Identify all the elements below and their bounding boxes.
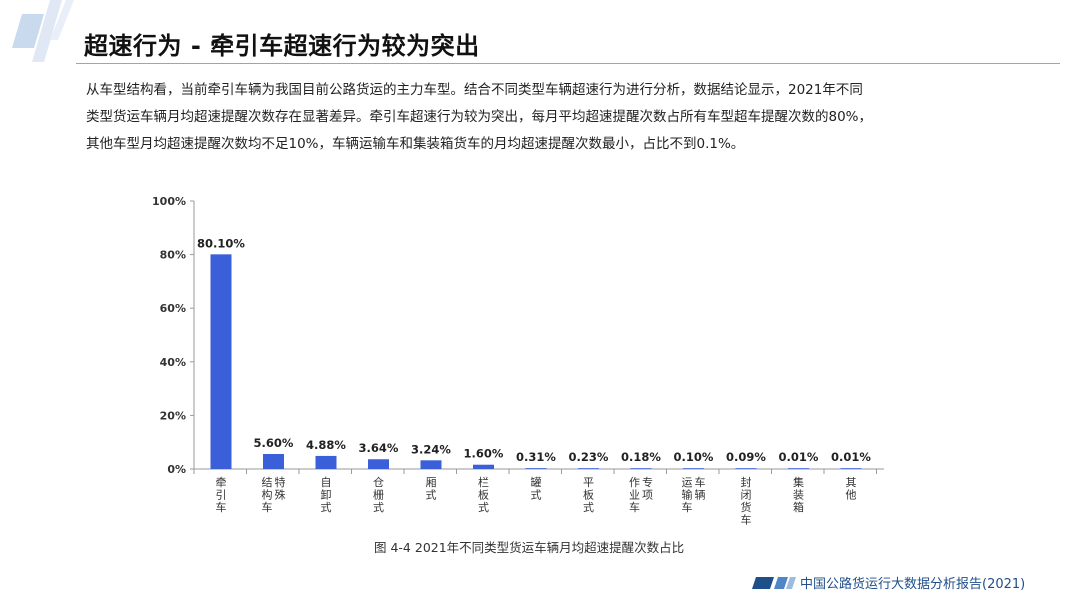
x-category-label: 集装箱 bbox=[793, 475, 804, 514]
bar bbox=[735, 468, 757, 469]
bar bbox=[368, 459, 389, 469]
page-title: 超速行为 - 牵引车超速行为较为突出 bbox=[84, 32, 480, 60]
y-tick-label: 20% bbox=[160, 409, 186, 422]
y-tick-label: 0% bbox=[167, 463, 186, 476]
bar bbox=[525, 468, 547, 469]
bar-value-label: 0.23% bbox=[569, 450, 609, 464]
x-category-label: 自卸式 bbox=[321, 476, 332, 514]
bar-value-label: 1.60% bbox=[464, 447, 504, 461]
bar bbox=[315, 455, 337, 469]
footer-report-title: 中国公路货运行大数据分析报告(2021) bbox=[800, 577, 1026, 592]
bar-value-label: 0.09% bbox=[726, 450, 766, 464]
summary-line-2: 类型货运车辆月均超速提醒次数存在显著差异。牵引车超速行为较为突出，每月平均超速提… bbox=[86, 109, 873, 125]
x-category-label: 专项 bbox=[642, 475, 653, 502]
bar bbox=[473, 464, 494, 469]
y-tick-label: 60% bbox=[160, 302, 186, 315]
bar-value-label: 0.10% bbox=[674, 450, 714, 464]
bar bbox=[578, 468, 599, 469]
bar-value-label: 0.01% bbox=[831, 450, 871, 464]
bar bbox=[630, 468, 652, 469]
summary-line-1: 从车型结构看，当前牵引车辆为我国目前公路货运的主力车型。结合不同类型车辆超速行为… bbox=[86, 82, 863, 98]
bar bbox=[210, 254, 232, 469]
summary-line-3: 其他车型月均超速提醒次数均不足10%，车辆运输车和集装箱货车的月均超速提醒次数最… bbox=[86, 136, 745, 152]
bar bbox=[840, 468, 862, 469]
y-tick-label: 100% bbox=[152, 195, 186, 208]
x-category-label: 作业车 bbox=[629, 476, 640, 514]
bar bbox=[788, 468, 809, 469]
footer-logo-mark bbox=[752, 577, 796, 589]
x-category-label: 栏板式 bbox=[478, 475, 489, 514]
figure-caption: 图 4-4 2021年不同类型货运车辆月均超速提醒次数占比 bbox=[374, 540, 685, 555]
bar-value-label: 3.64% bbox=[359, 441, 399, 455]
x-category-label: 平板式 bbox=[583, 476, 594, 514]
bar bbox=[420, 460, 442, 469]
x-category-label: 车辆 bbox=[695, 475, 706, 502]
x-category-label: 结构车 bbox=[262, 476, 273, 514]
bar-value-label: 3.24% bbox=[411, 442, 451, 456]
title-divider bbox=[76, 63, 1060, 64]
bar-value-label: 0.18% bbox=[621, 450, 661, 464]
bar bbox=[263, 453, 284, 469]
x-category-label: 仓栅式 bbox=[373, 475, 384, 514]
x-category-label: 厢式 bbox=[426, 476, 437, 502]
bar-value-label: 0.31% bbox=[516, 450, 556, 464]
bar-value-label: 5.60% bbox=[254, 436, 294, 450]
bar-value-label: 4.88% bbox=[306, 438, 346, 452]
bar bbox=[683, 468, 704, 469]
y-tick-label: 40% bbox=[160, 356, 186, 369]
x-category-label: 牵引车 bbox=[216, 476, 227, 514]
corner-stripe-decoration bbox=[12, 0, 74, 62]
x-category-label: 其他 bbox=[846, 476, 857, 502]
summary-paragraph: 从车型结构看，当前牵引车辆为我国目前公路货运的主力车型。结合不同类型车辆超速行为… bbox=[86, 77, 1046, 158]
x-category-label: 罐式 bbox=[531, 476, 542, 502]
x-category-label: 特殊 bbox=[275, 475, 286, 502]
x-category-label: 运输车 bbox=[682, 476, 693, 514]
bar-value-label: 80.10% bbox=[197, 236, 245, 250]
x-category-label: 封闭货车 bbox=[741, 475, 752, 527]
y-tick-label: 80% bbox=[160, 249, 186, 262]
bar-value-label: 0.01% bbox=[779, 450, 819, 464]
